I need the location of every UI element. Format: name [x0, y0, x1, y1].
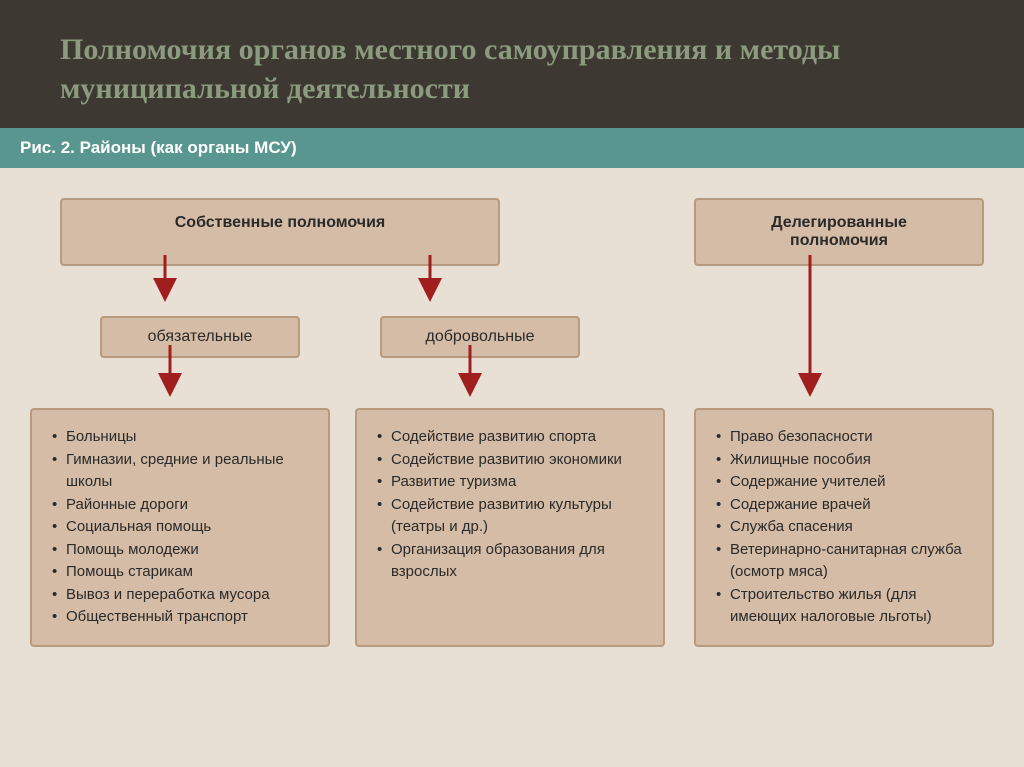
list-item: Содействие развитию культуры (театры и д…	[375, 494, 645, 539]
level2-row: обязательные добровольные	[30, 316, 994, 358]
own-powers-box: Собственные полномочия	[60, 198, 500, 266]
list-item: Развитие туризма	[375, 471, 645, 494]
voluntary-box: добровольные	[380, 316, 580, 358]
level1-row: Собственные полномочия Делегированные по…	[30, 198, 994, 266]
level3-row: Больницы Гимназии, средние и реальные шк…	[30, 408, 994, 647]
list-item: Больницы	[50, 426, 310, 449]
list-item: Жилищные пособия	[714, 449, 974, 472]
list-item: Помощь старикам	[50, 561, 310, 584]
delegated-list: Право безопасности Жилищные пособия Соде…	[714, 426, 974, 629]
page-title: Полномочия органов местного самоуправлен…	[60, 30, 964, 108]
delegated-list-box: Право безопасности Жилищные пособия Соде…	[694, 408, 994, 647]
list-item: Строительство жилья (для имеющих налогов…	[714, 584, 974, 629]
voluntary-list: Содействие развитию спорта Содействие ра…	[375, 426, 645, 584]
list-item: Право безопасности	[714, 426, 974, 449]
list-item: Помощь молодежи	[50, 539, 310, 562]
list-item: Содействие развитию экономики	[375, 449, 645, 472]
list-item: Содержание учителей	[714, 471, 974, 494]
mandatory-list: Больницы Гимназии, средние и реальные шк…	[50, 426, 310, 629]
list-item: Общественный транспорт	[50, 606, 310, 629]
list-item: Служба спасения	[714, 516, 974, 539]
list-item: Содержание врачей	[714, 494, 974, 517]
mandatory-box: обязательные	[100, 316, 300, 358]
mandatory-list-box: Больницы Гимназии, средние и реальные шк…	[30, 408, 330, 647]
list-item: Гимназии, средние и реальные школы	[50, 449, 310, 494]
list-item: Содействие развитию спорта	[375, 426, 645, 449]
list-item: Районные дороги	[50, 494, 310, 517]
list-item: Социальная помощь	[50, 516, 310, 539]
title-header: Полномочия органов местного самоуправлен…	[0, 0, 1024, 128]
list-item: Организация образования для взрослых	[375, 539, 645, 584]
diagram-container: Собственные полномочия Делегированные по…	[0, 168, 1024, 667]
figure-label: Рис. 2. Районы (как органы МСУ)	[0, 128, 1024, 168]
list-item: Ветеринарно-санитарная служба (осмотр мя…	[714, 539, 974, 584]
voluntary-list-box: Содействие развитию спорта Содействие ра…	[355, 408, 665, 647]
delegated-powers-box: Делегированные полномочия	[694, 198, 984, 266]
list-item: Вывоз и переработка мусора	[50, 584, 310, 607]
